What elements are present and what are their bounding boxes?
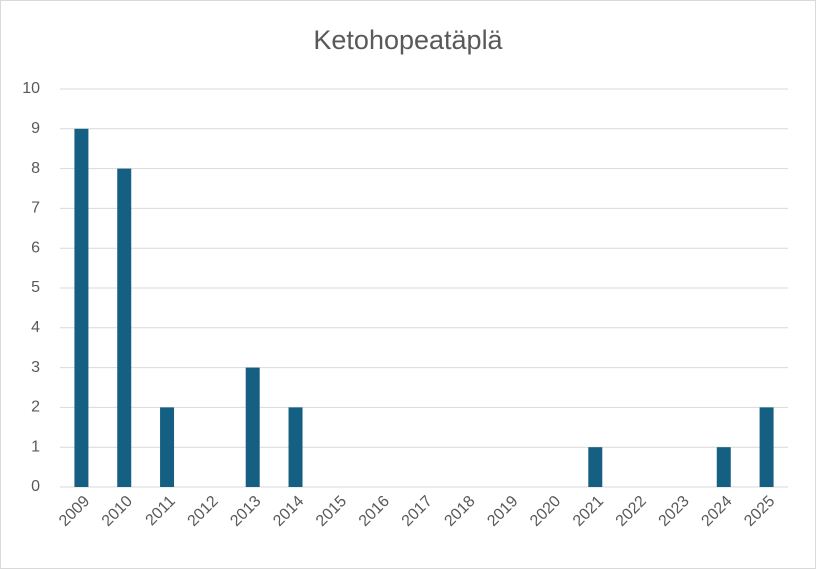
- y-tick-label: 2: [31, 399, 40, 416]
- y-tick-label: 6: [31, 239, 40, 256]
- bar: [160, 407, 175, 487]
- bar: [288, 407, 303, 487]
- bar: [74, 128, 89, 488]
- bar: [759, 407, 774, 487]
- bar: [716, 447, 731, 487]
- y-tick-label: 8: [31, 160, 40, 177]
- y-tick-label: 9: [31, 120, 40, 137]
- y-tick-label: 1: [31, 438, 40, 455]
- y-tick-label: 0: [31, 478, 40, 495]
- y-tick-label: 5: [31, 279, 40, 296]
- y-tick-label: 10: [22, 80, 40, 97]
- bar: [245, 367, 260, 487]
- y-tick-label: 3: [31, 359, 40, 376]
- chart-title: Ketohopeatäplä: [313, 25, 503, 55]
- bar: [588, 447, 603, 487]
- y-tick-label: 4: [31, 319, 40, 336]
- bar: [117, 168, 132, 487]
- y-tick-label: 7: [31, 200, 40, 217]
